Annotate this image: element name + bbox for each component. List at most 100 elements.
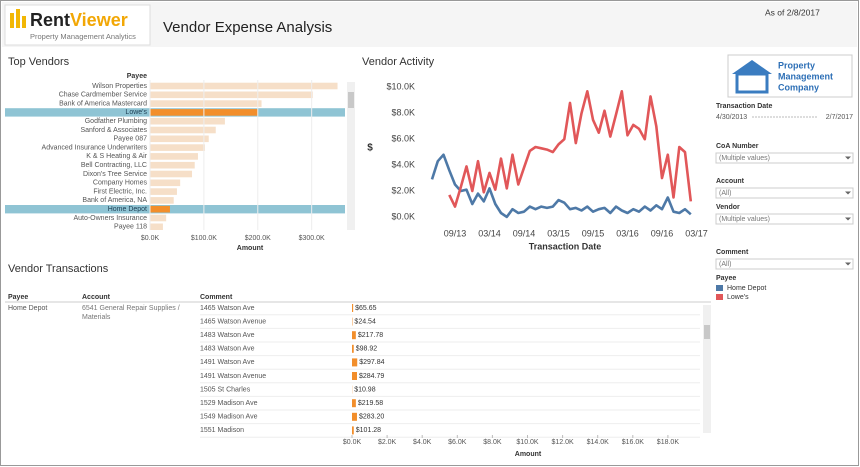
value-label: $283.20 [359, 414, 384, 421]
comment-cell: 1491 Watson Avenue [200, 373, 266, 380]
dropdown-value: (All) [719, 190, 731, 197]
y-tick-label: $10.0K [386, 82, 415, 92]
y-tick-label: Sanford & Associates [80, 127, 147, 134]
date-start[interactable]: 4/30/2013 [716, 114, 747, 121]
value-label: $24.54 [354, 318, 376, 325]
dropdown[interactable] [715, 152, 854, 164]
dropdown[interactable] [715, 187, 854, 199]
filter-label: Account [716, 178, 745, 185]
scrollbar[interactable] [703, 305, 711, 433]
x-tick-label: 03/14 [478, 228, 501, 238]
y-tick-label: Payee 087 [114, 136, 148, 143]
legend-swatch [716, 294, 723, 300]
bar [352, 412, 357, 421]
legend-title: Payee [716, 275, 736, 282]
as-of-date: As of 2/8/2017 [765, 7, 820, 17]
legend-label: Lowe's [727, 294, 749, 301]
dropdown[interactable] [715, 258, 854, 270]
filter-label: CoA Number [716, 143, 759, 150]
dropdown[interactable] [715, 213, 854, 225]
bar [150, 188, 177, 195]
column-header: Account [82, 294, 111, 301]
payee-cell: Home Depot [8, 305, 47, 312]
y-tick-label: $4.0K [391, 159, 415, 169]
scroll-thumb[interactable] [704, 325, 710, 339]
bar [352, 358, 358, 367]
bar [352, 304, 354, 312]
x-tick-label: 03/15 [547, 228, 570, 238]
x-tick-label: 03/16 [616, 228, 639, 238]
account-cell: 6541 General Repair Supplies / Materials [82, 305, 180, 321]
dropdown-arrow [845, 191, 851, 195]
x-tick-label: $4.0K [413, 439, 432, 446]
y-tick-label: $6.0K [391, 134, 415, 144]
bar [150, 135, 209, 143]
logo-icon [22, 16, 26, 28]
bar [150, 205, 170, 213]
legend-swatch [716, 285, 723, 291]
x-tick-label: 09/13 [444, 228, 467, 238]
y-tick-label: Company Homes [93, 180, 148, 187]
x-tick-label: $18.0K [657, 439, 680, 446]
comment-cell: 1483 Watson Ave [200, 332, 255, 339]
x-tick-label: $8.0K [483, 439, 502, 446]
value-label: $219.58 [358, 400, 383, 407]
bar [352, 331, 356, 340]
y-tick-label: Wilson Properties [92, 83, 147, 90]
logo-icon [10, 13, 14, 28]
company-logo-text: Property [778, 60, 815, 70]
filter-label: Transaction Date [716, 103, 773, 110]
comment-cell: 1505 St Charles [200, 386, 251, 393]
x-tick-label: $16.0K [622, 439, 645, 446]
comment-cell: 1483 Watson Ave [200, 346, 255, 353]
bar [150, 153, 198, 160]
y-tick-label: $8.0K [391, 108, 415, 118]
row-highlight [5, 205, 345, 214]
line-series [448, 90, 693, 208]
house-body [735, 72, 769, 94]
company-logo-box [727, 54, 853, 98]
y-tick-label: $2.0K [391, 185, 415, 195]
bar [150, 179, 181, 187]
line-series [430, 153, 692, 219]
value-label: $65.65 [355, 305, 377, 312]
comment-cell: 1465 Watson Avenue [200, 318, 266, 325]
column-header: Comment [200, 294, 233, 301]
y-tick-label: Bell Contracting, LLC [81, 162, 147, 169]
date-end[interactable]: 2/7/2017 [826, 114, 853, 121]
legend: Home Depot Lowe's [716, 285, 766, 301]
column-header: Payee [127, 73, 147, 80]
bar [150, 223, 163, 230]
dropdown-value: (Multiple values) [719, 155, 770, 162]
y-tick-label: Chase Cardmember Service [59, 92, 147, 99]
x-tick-label: $10.0K [516, 439, 539, 446]
x-tick-label: $14.0K [587, 439, 610, 446]
y-tick-label: Lowe's [125, 109, 147, 116]
value-label: $10.98 [354, 386, 376, 393]
scroll-thumb[interactable] [348, 92, 354, 108]
house-roof [732, 60, 772, 74]
x-axis-label: Amount [237, 245, 264, 252]
x-tick-label: $300.0K [299, 235, 325, 242]
dropdown-arrow [845, 217, 851, 221]
company-logo-text: Management [778, 71, 833, 81]
y-tick-label: $0.0K [391, 211, 415, 221]
scrollbar[interactable] [347, 82, 355, 230]
bar [150, 117, 225, 125]
dropdown-value: (All) [719, 261, 731, 268]
logo-box [4, 4, 151, 46]
y-tick-label: K & S Heating & Air [86, 153, 147, 160]
top-vendors-plot: Wilson Properties Chase Cardmember Servic… [5, 82, 345, 231]
comment-cell: 1551 Madison [200, 427, 244, 434]
y-tick-label: First Electric, Inc. [93, 188, 147, 195]
bar [150, 144, 205, 151]
y-tick-label: Payee 118 [114, 224, 147, 231]
y-tick-label: Dixon's Tree Service [83, 171, 147, 178]
bar [352, 399, 356, 408]
bar [150, 170, 193, 178]
dropdown-arrow [845, 156, 851, 160]
x-tick-label: 09/15 [582, 228, 605, 238]
company-logo-text: Company [778, 82, 819, 92]
logo-icon [16, 9, 20, 28]
